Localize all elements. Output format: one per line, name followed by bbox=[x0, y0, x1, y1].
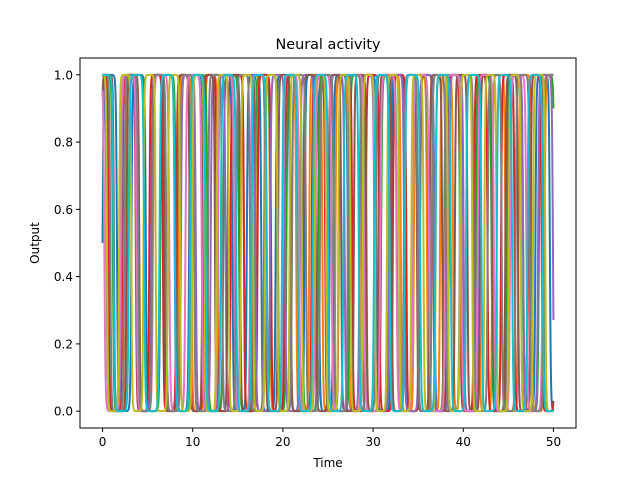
x-tick-label: 10 bbox=[185, 435, 200, 449]
x-tick-label: 40 bbox=[456, 435, 471, 449]
x-tick-label: 20 bbox=[275, 435, 290, 449]
y-tick-label: 0.6 bbox=[54, 203, 73, 217]
x-tick-label: 30 bbox=[365, 435, 380, 449]
y-axis: 0.0 0.2 0.4 0.6 0.8 1.0 bbox=[54, 68, 80, 419]
series-line bbox=[101, 73, 555, 413]
x-axis: 0 10 20 30 40 50 bbox=[99, 428, 561, 449]
y-tick-label: 0.8 bbox=[54, 136, 73, 150]
series-line bbox=[101, 73, 555, 413]
y-tick-label: 0.0 bbox=[54, 405, 73, 419]
y-tick-label: 1.0 bbox=[54, 68, 73, 82]
x-tick-label: 0 bbox=[99, 435, 107, 449]
y-tick-label: 0.4 bbox=[54, 270, 73, 284]
chart-title: Neural activity bbox=[275, 37, 381, 53]
x-tick-label: 50 bbox=[546, 435, 561, 449]
series-line bbox=[101, 73, 555, 413]
plot-frame bbox=[79, 57, 577, 429]
x-axis-label: Time bbox=[312, 456, 342, 470]
y-axis-label: Output bbox=[28, 222, 42, 264]
y-tick-label: 0.2 bbox=[54, 337, 73, 351]
series-layer bbox=[101, 73, 555, 413]
